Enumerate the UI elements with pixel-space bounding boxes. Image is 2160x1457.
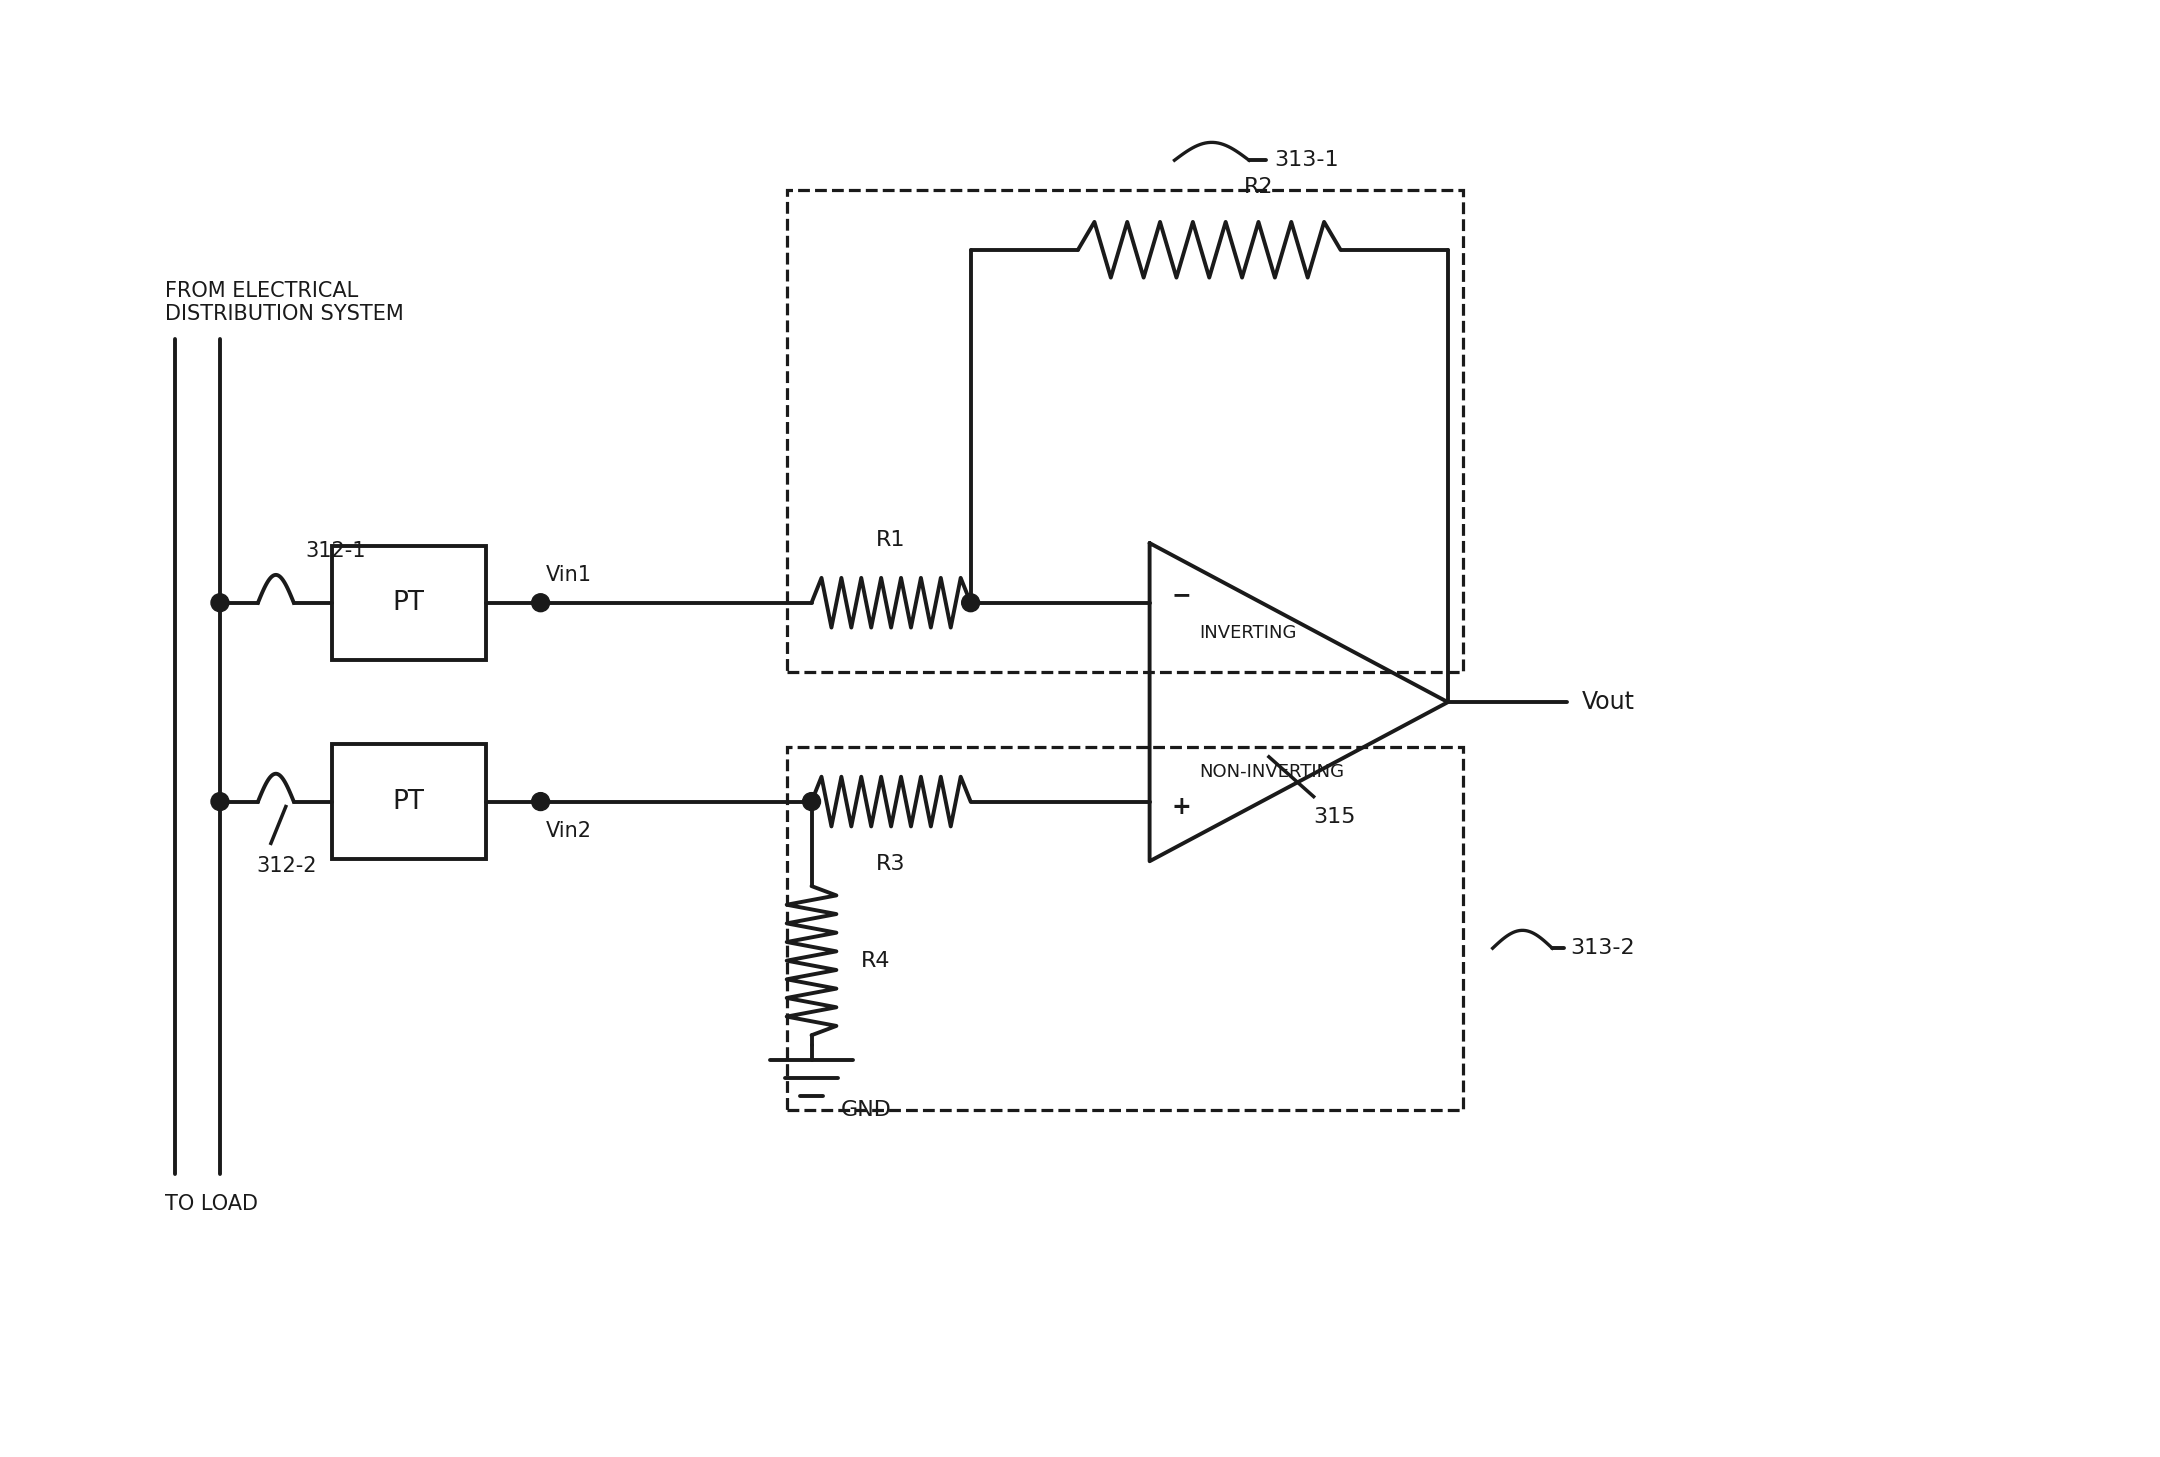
Text: 312-2: 312-2: [257, 857, 318, 876]
Text: R3: R3: [877, 854, 905, 874]
Text: INVERTING: INVERTING: [1199, 624, 1296, 641]
Text: PT: PT: [393, 788, 426, 814]
Text: Vin1: Vin1: [546, 565, 592, 584]
Bar: [786, 189, 1462, 672]
Text: 312-1: 312-1: [307, 541, 367, 561]
Text: GND: GND: [840, 1100, 892, 1120]
Bar: [333, 745, 486, 858]
Text: NON-INVERTING: NON-INVERTING: [1199, 763, 1344, 781]
Text: 313-2: 313-2: [1570, 938, 1635, 959]
Circle shape: [531, 594, 549, 612]
Text: 315: 315: [1313, 807, 1356, 826]
Text: R2: R2: [1244, 178, 1274, 197]
Text: PT: PT: [393, 590, 426, 616]
Text: +: +: [1171, 794, 1190, 819]
Circle shape: [212, 793, 229, 810]
Text: −: −: [1171, 583, 1190, 606]
Text: FROM ELECTRICAL
DISTRIBUTION SYSTEM: FROM ELECTRICAL DISTRIBUTION SYSTEM: [166, 281, 404, 325]
Text: 313-1: 313-1: [1274, 150, 1339, 170]
Text: R4: R4: [862, 950, 890, 970]
Text: Vin2: Vin2: [546, 822, 592, 842]
Text: Vout: Vout: [1581, 691, 1635, 714]
Circle shape: [531, 793, 549, 810]
Text: TO LOAD: TO LOAD: [166, 1195, 259, 1214]
Circle shape: [804, 793, 821, 810]
Circle shape: [212, 594, 229, 612]
Circle shape: [961, 594, 981, 612]
Bar: [333, 545, 486, 660]
Text: R1: R1: [877, 530, 905, 551]
Bar: [786, 747, 1462, 1110]
